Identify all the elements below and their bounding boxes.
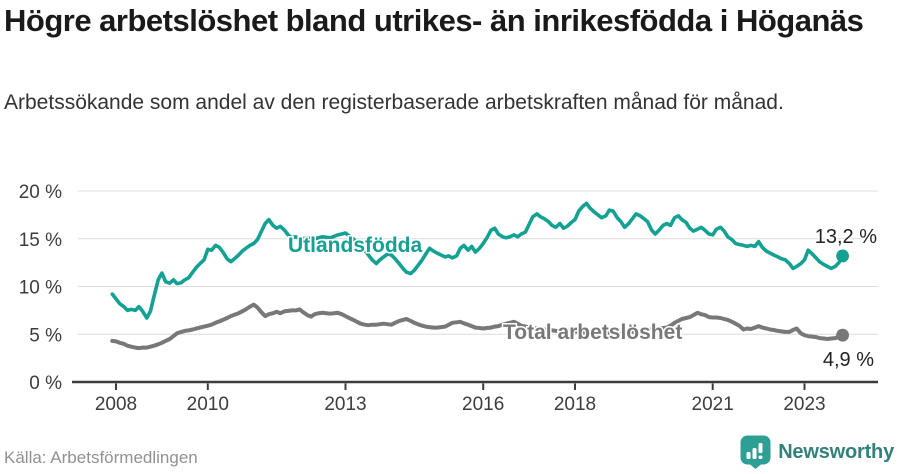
x-axis-label-2021: 2021 bbox=[692, 394, 734, 415]
newsworthy-wordmark: Newsworthy bbox=[778, 440, 894, 463]
source-attribution: Källa: Arbetsförmedlingen bbox=[4, 448, 198, 467]
gridlines bbox=[78, 190, 878, 335]
y-axis-label-10: 10 % bbox=[19, 278, 62, 299]
y-axis-label-20: 20 % bbox=[19, 182, 62, 203]
y-axis-label-15: 15 % bbox=[19, 230, 62, 251]
x-axis-label-2013: 2013 bbox=[324, 394, 366, 415]
newsworthy-logo[interactable]: Newsworthy bbox=[740, 435, 894, 469]
data-series bbox=[110, 201, 849, 351]
series-line-1 bbox=[110, 302, 845, 351]
y-axis-label-0: 0 % bbox=[29, 373, 62, 394]
end-value-label-utlandsfodda: 13,2 % bbox=[815, 226, 877, 248]
series-label-total-arbetsloshet: Total arbetslöshet bbox=[503, 321, 682, 344]
newsworthy-bar-chart-icon bbox=[740, 435, 771, 469]
x-axis-label-2008: 2008 bbox=[95, 394, 137, 415]
series-label-utlandsfodda: Utlandsfödda bbox=[288, 234, 422, 257]
x-axis-label-2010: 2010 bbox=[187, 394, 229, 415]
series-line-0 bbox=[110, 201, 845, 320]
y-axis-label-5: 5 % bbox=[29, 325, 62, 346]
x-axis-label-2023: 2023 bbox=[783, 394, 825, 415]
x-axis-label-2016: 2016 bbox=[462, 394, 504, 415]
series-end-dot-0 bbox=[836, 249, 849, 263]
end-value-label-total: 4,9 % bbox=[823, 349, 874, 371]
series-end-dot-1 bbox=[836, 328, 849, 342]
page-title: Högre arbetslöshet bland utrikes- än inr… bbox=[4, 3, 864, 38]
x-axis-label-2018: 2018 bbox=[554, 394, 596, 415]
axes: 0 % 5 % 10 % 15 % 20 % 2008 2010 2013 2016 2018 20… bbox=[19, 182, 878, 415]
page-subtitle: Arbetssökande som andel av den registerb… bbox=[4, 91, 784, 114]
